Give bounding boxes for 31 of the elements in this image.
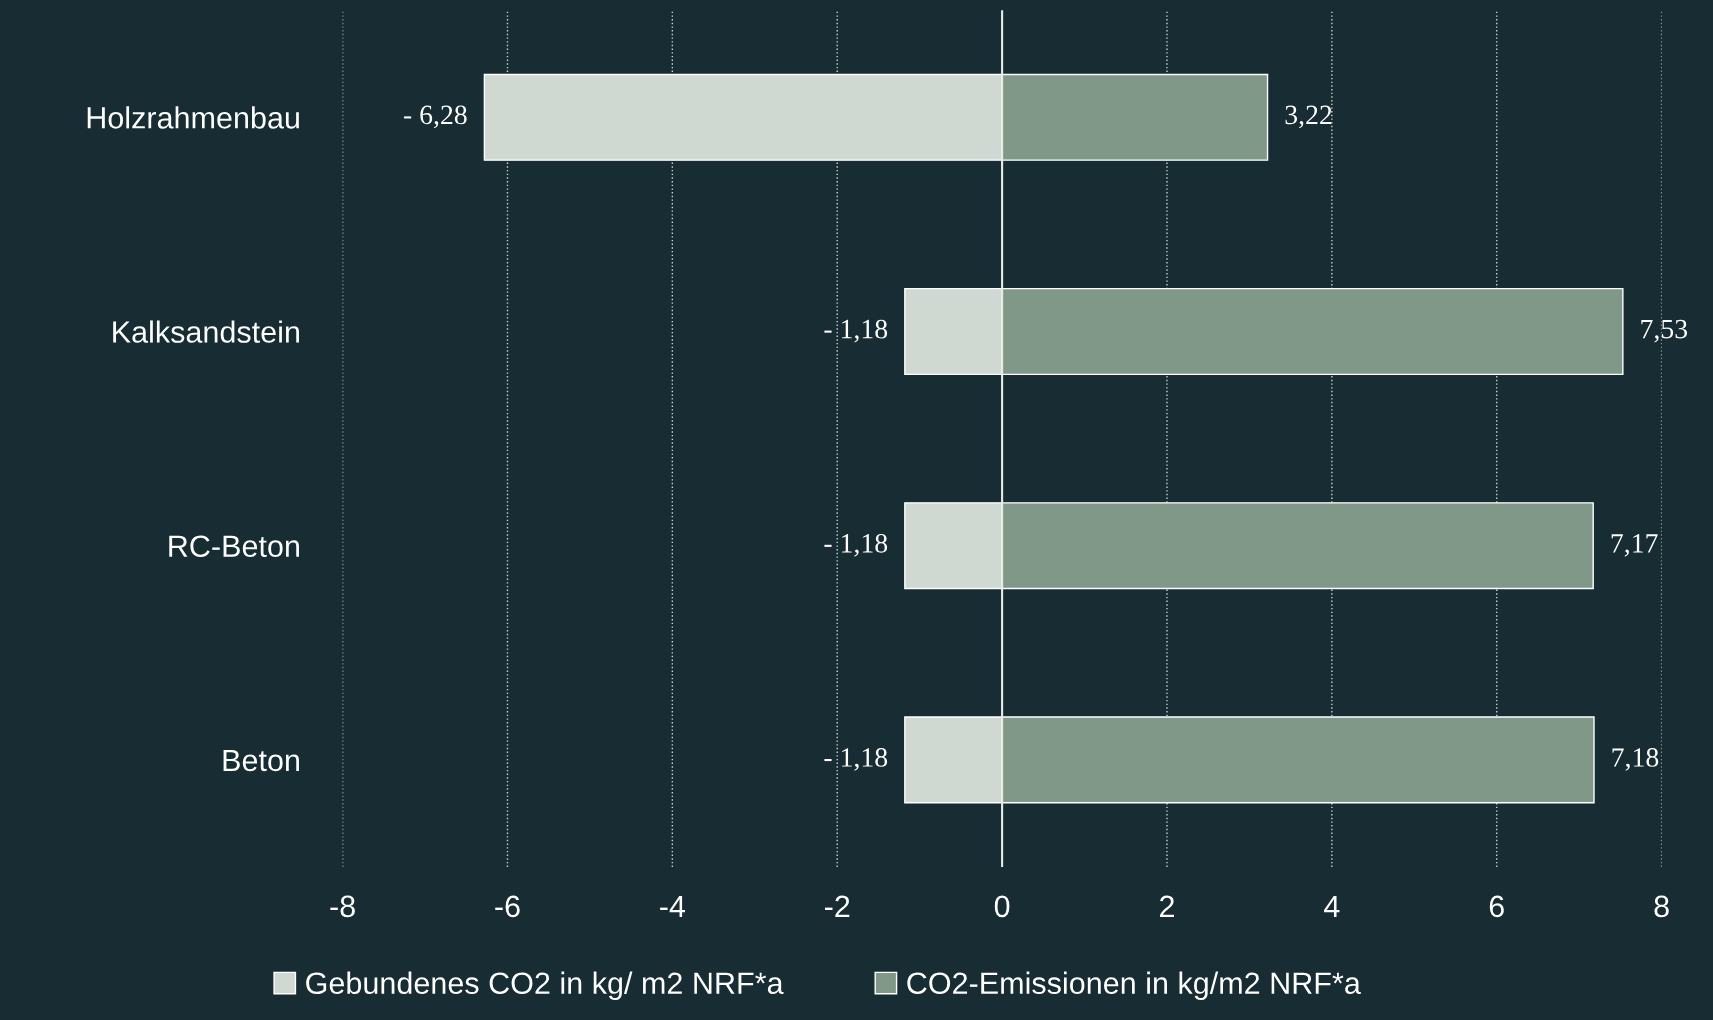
bar [1001,716,1595,804]
x-tick-label: 4 [1324,895,1340,917]
x-tick-label: -8 [330,895,355,918]
bar [1001,287,1624,376]
data-label: 7,17 [1611,534,1658,557]
x-tick-label: -4 [660,895,686,917]
bar [1001,73,1269,161]
bar [904,502,1003,590]
data-label: - 6,28 [403,105,467,129]
legend-label: CO2-Emissionen in kg/m2 NRF*a [907,971,1361,1001]
data-label: 7,18 [1612,748,1659,771]
x-tick-label: 6 [1489,895,1504,918]
data-label: 7,53 [1641,319,1688,343]
x-tick-label: 0 [994,895,1010,918]
data-label: - 1,18 [824,748,888,771]
bar [1001,502,1594,590]
data-label: 3,22 [1285,105,1332,129]
x-tick-label: 2 [1160,895,1174,917]
x-tick-label: -6 [495,895,520,918]
bar [904,287,1003,376]
bar [483,73,1003,161]
data-label: - 1,18 [824,319,888,343]
data-label: - 1,18 [824,533,888,557]
y-tick-label: Beton [223,749,299,772]
bar [904,716,1003,804]
y-tick-label: Holzrahmenbau [87,106,299,129]
x-tick-label: -2 [825,895,850,917]
y-tick-label: Kalksandstein [113,320,299,343]
y-tick-label: RC-Beton [169,535,299,558]
legend-label: Gebundenes CO2 in kg/ m2 NRF*a [306,971,784,1001]
x-tick-label: 8 [1654,895,1669,918]
